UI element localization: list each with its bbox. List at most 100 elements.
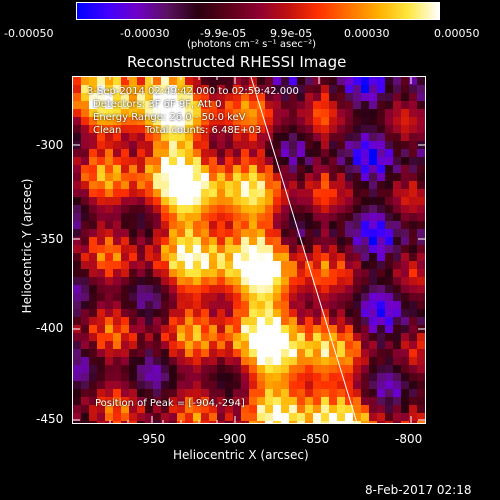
heatmap-cell: [185, 181, 193, 189]
heatmap-cell: [385, 269, 393, 277]
heatmap-cell: [241, 149, 249, 157]
heatmap-cell: [409, 397, 417, 405]
heatmap-cell: [305, 85, 313, 93]
heatmap-cell: [273, 181, 281, 189]
heatmap-cell: [105, 165, 113, 173]
heatmap-cell: [233, 381, 241, 389]
heatmap-cell: [177, 277, 185, 285]
heatmap-cell: [169, 341, 177, 349]
heatmap-cell: [137, 165, 145, 173]
heatmap-cell: [169, 269, 177, 277]
heatmap-cell: [353, 341, 361, 349]
heatmap-cell: [345, 309, 353, 317]
heatmap-cell: [193, 93, 201, 101]
heatmap-cell: [89, 389, 97, 397]
heatmap-cell: [353, 157, 361, 165]
heatmap-cell: [353, 221, 361, 229]
heatmap-cell: [177, 349, 185, 357]
heatmap-cell: [265, 253, 273, 261]
heatmap-cell: [153, 197, 161, 205]
heatmap-cell: [137, 229, 145, 237]
heatmap-cell: [305, 125, 313, 133]
heatmap-cell: [337, 325, 345, 333]
heatmap-cell: [393, 181, 401, 189]
heatmap-cell: [377, 325, 385, 333]
heatmap-cell: [385, 365, 393, 373]
heatmap-cell: [177, 197, 185, 205]
heatmap-cell: [177, 245, 185, 253]
heatmap-cell: [305, 253, 313, 261]
heatmap-cell: [329, 101, 337, 109]
heatmap-cell: [345, 277, 353, 285]
heatmap-cell: [185, 389, 193, 397]
heatmap: [73, 77, 425, 423]
heatmap-cell: [385, 221, 393, 229]
heatmap-cell: [329, 349, 337, 357]
heatmap-cell: [89, 317, 97, 325]
heatmap-cell: [377, 301, 385, 309]
heatmap-cell: [369, 253, 377, 261]
heatmap-cell: [257, 93, 265, 101]
heatmap-cell: [249, 397, 257, 405]
heatmap-cell: [225, 197, 233, 205]
heatmap-cell: [169, 405, 177, 413]
heatmap-cell: [193, 301, 201, 309]
heatmap-cell: [297, 309, 305, 317]
heatmap-cell: [289, 333, 297, 341]
heatmap-cell: [289, 197, 297, 205]
heatmap-cell: [401, 101, 409, 109]
heatmap-cell: [121, 261, 129, 269]
heatmap-cell: [241, 405, 249, 413]
heatmap-cell: [313, 413, 321, 421]
heatmap-cell: [185, 413, 193, 421]
heatmap-cell: [209, 149, 217, 157]
heatmap-cell: [385, 293, 393, 301]
heatmap-cell: [73, 117, 81, 125]
heatmap-cell: [217, 333, 225, 341]
heatmap-cell: [169, 365, 177, 373]
heatmap-cell: [169, 381, 177, 389]
heatmap-cell: [305, 405, 313, 413]
heatmap-cell: [273, 85, 281, 93]
heatmap-cell: [89, 237, 97, 245]
heatmap-cell: [305, 421, 313, 423]
heatmap-cell: [361, 341, 369, 349]
heatmap-cell: [169, 197, 177, 205]
heatmap-cell: [273, 77, 281, 85]
heatmap-cell: [233, 157, 241, 165]
heatmap-cell: [297, 149, 305, 157]
heatmap-cell: [225, 133, 233, 141]
heatmap-cell: [401, 165, 409, 173]
heatmap-cell: [417, 389, 425, 397]
heatmap-cell: [209, 277, 217, 285]
heatmap-cell: [113, 109, 121, 117]
heatmap-cell: [89, 261, 97, 269]
heatmap-cell: [73, 405, 81, 413]
heatmap-cell: [249, 253, 257, 261]
heatmap-cell: [345, 197, 353, 205]
heatmap-cell: [377, 109, 385, 117]
heatmap-cell: [257, 213, 265, 221]
heatmap-cell: [361, 365, 369, 373]
heatmap-cell: [265, 349, 273, 357]
heatmap-cell: [353, 189, 361, 197]
heatmap-cell: [105, 149, 113, 157]
heatmap-cell: [281, 213, 289, 221]
heatmap-cell: [73, 317, 81, 325]
heatmap-cell: [121, 421, 129, 423]
heatmap-cell: [241, 381, 249, 389]
heatmap-cell: [137, 261, 145, 269]
heatmap-cell: [289, 221, 297, 229]
heatmap-cell: [201, 253, 209, 261]
heatmap-cell: [329, 285, 337, 293]
heatmap-cell: [353, 197, 361, 205]
heatmap-cell: [161, 349, 169, 357]
heatmap-cell: [81, 229, 89, 237]
heatmap-cell: [105, 373, 113, 381]
heatmap-cell: [321, 381, 329, 389]
heatmap-cell: [241, 165, 249, 173]
heatmap-cell: [209, 109, 217, 117]
heatmap-cell: [81, 397, 89, 405]
heatmap-cell: [313, 261, 321, 269]
heatmap-cell: [393, 317, 401, 325]
